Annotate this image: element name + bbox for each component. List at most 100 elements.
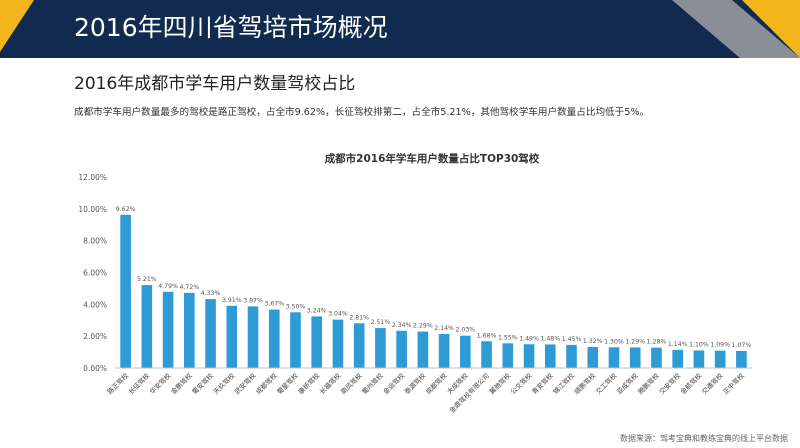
category-label: 华安驾校 bbox=[147, 371, 172, 396]
category-label: 蜀星驾校 bbox=[275, 371, 300, 396]
bar bbox=[417, 331, 429, 368]
y-axis: 0.00% 2.00% 4.00% 6.00% 8.00% 10.00% 12.00% bbox=[78, 173, 107, 373]
bar bbox=[141, 285, 153, 368]
value-label: 1.28% bbox=[647, 339, 667, 346]
bar bbox=[162, 291, 174, 368]
value-label: 2.34% bbox=[392, 322, 412, 329]
y-tick-label: 10.00% bbox=[78, 205, 107, 214]
page-title: 2016年四川省驾培市场概况 bbox=[74, 13, 388, 42]
bar bbox=[693, 350, 705, 368]
category-label: 顺鹏驾校 bbox=[572, 371, 597, 396]
value-label: 2.81% bbox=[349, 314, 369, 321]
category-label: 路正驾校 bbox=[105, 371, 130, 396]
category-label: 青安驾校 bbox=[530, 371, 555, 396]
bar bbox=[736, 350, 747, 368]
value-label: 4.79% bbox=[158, 283, 178, 290]
category-label: 武安驾校 bbox=[232, 371, 257, 396]
bar bbox=[460, 335, 471, 368]
value-label: 1.09% bbox=[710, 342, 730, 349]
bar bbox=[587, 346, 599, 368]
bar bbox=[332, 319, 344, 368]
bar bbox=[396, 330, 407, 368]
bar bbox=[438, 333, 450, 368]
value-label: 1.29% bbox=[625, 338, 645, 345]
bar bbox=[311, 316, 323, 368]
bar bbox=[566, 344, 577, 368]
bar bbox=[651, 347, 662, 368]
bar bbox=[353, 323, 365, 368]
category-label: 锦江驾校 bbox=[551, 371, 576, 396]
bar bbox=[205, 299, 216, 368]
y-tick-label: 12.00% bbox=[78, 173, 107, 182]
y-tick-label: 8.00% bbox=[83, 237, 107, 246]
value-label: 4.72% bbox=[179, 284, 199, 291]
category-label: 天玖驾校 bbox=[211, 371, 236, 396]
value-label: 1.30% bbox=[604, 338, 624, 345]
bar bbox=[502, 343, 514, 368]
value-label: 1.45% bbox=[562, 336, 582, 343]
value-label: 5.21% bbox=[137, 276, 157, 283]
value-label: 1.14% bbox=[668, 341, 688, 348]
chart-title: 成都市2016年学车用户数量占比TOP30驾校 bbox=[325, 152, 540, 165]
category-label: 亚成驾校 bbox=[615, 371, 640, 396]
value-label: 1.10% bbox=[689, 341, 709, 348]
y-tick-label: 0.00% bbox=[83, 364, 107, 373]
category-label: 南风驾校 bbox=[339, 371, 364, 396]
category-label: 蜀安驾校 bbox=[190, 371, 215, 396]
value-label: 1.49% bbox=[519, 335, 539, 342]
bar bbox=[481, 341, 492, 368]
category-label: 成都驾校 bbox=[424, 371, 449, 396]
category-label: 正中驾校 bbox=[721, 371, 746, 396]
value-label: 3.91% bbox=[222, 297, 242, 304]
category-label: 康桥驾校 bbox=[296, 371, 321, 396]
value-label: 2.51% bbox=[371, 319, 391, 326]
value-label: 1.55% bbox=[498, 334, 518, 341]
value-label: 9.62% bbox=[116, 206, 136, 213]
category-label: 长征驾校 bbox=[126, 371, 151, 396]
header-accent-right bbox=[742, 0, 800, 58]
bar bbox=[268, 309, 280, 368]
bar bbox=[290, 312, 301, 368]
value-labels: 9.62% 5.21%4.79% 4.72%4.33%3.91% 3.87% 3.67%… bbox=[116, 206, 752, 349]
category-label: 公交驾校 bbox=[508, 371, 533, 396]
bar bbox=[120, 214, 131, 368]
category-label: 金航驾校 bbox=[678, 371, 703, 396]
value-label: 1.32% bbox=[583, 338, 603, 345]
header-decoration bbox=[0, 0, 800, 58]
value-label: 4.33% bbox=[201, 290, 221, 297]
category-label: 腾鹏驾校 bbox=[636, 371, 661, 396]
header-accent-left bbox=[0, 0, 34, 52]
value-label: 3.04% bbox=[328, 311, 348, 318]
bar bbox=[672, 349, 683, 368]
y-tick-label: 2.00% bbox=[83, 332, 107, 341]
category-label: 蜀州驾校 bbox=[360, 371, 385, 396]
value-label: 1.48% bbox=[540, 335, 560, 342]
category-label: 交工驾校 bbox=[593, 371, 618, 396]
category-label: 成都驾校 bbox=[254, 371, 279, 396]
x-axis: 路正驾校长征驾校华安驾校金鹏驾校蜀安驾校天玖驾校武安驾校成都驾校蜀星驾校康桥驾校… bbox=[105, 367, 752, 415]
bar bbox=[608, 347, 620, 368]
section-summary: 成都市学车用户数量最多的驾校是路正驾校，占全市9.62%，长征驾校排第二，占全市… bbox=[74, 107, 650, 118]
bar-chart: 成都市2016年学车用户数量占比TOP30驾校 0.00% 2.00% 4.00% 6… bbox=[78, 152, 752, 415]
data-source-note: 数据来源：驾考宝典和教练宝典的线上平台数据 bbox=[620, 434, 788, 443]
category-label: 长福驾校 bbox=[317, 371, 342, 396]
category-label: 泰源驾校 bbox=[402, 371, 427, 396]
bar bbox=[184, 292, 195, 368]
value-label: 1.68% bbox=[477, 332, 497, 339]
bar bbox=[714, 350, 726, 368]
bar bbox=[629, 347, 641, 368]
section-title: 2016年成都市学车用户数量驾校占比 bbox=[74, 74, 356, 94]
category-label: 交通驾校 bbox=[700, 371, 725, 396]
value-label: 2.14% bbox=[434, 325, 454, 332]
header-stripe-gray bbox=[672, 0, 800, 58]
bar bbox=[226, 305, 238, 368]
value-label: 3.50% bbox=[286, 303, 306, 310]
bar bbox=[247, 306, 259, 368]
category-label: 交安驾校 bbox=[657, 371, 682, 396]
category-label: 金运驾校 bbox=[381, 371, 406, 396]
value-label: 3.67% bbox=[264, 301, 284, 308]
value-label: 2.03% bbox=[456, 327, 476, 334]
bar bbox=[375, 328, 386, 368]
value-label: 1.07% bbox=[732, 342, 752, 349]
value-label: 3.87% bbox=[243, 297, 263, 304]
